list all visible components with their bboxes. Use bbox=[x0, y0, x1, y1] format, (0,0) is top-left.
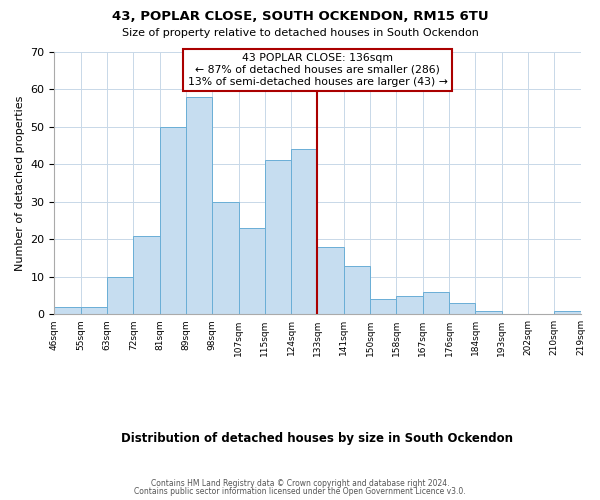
Text: Contains HM Land Registry data © Crown copyright and database right 2024.: Contains HM Land Registry data © Crown c… bbox=[151, 478, 449, 488]
Bar bbox=[422, 292, 449, 314]
Text: Contains public sector information licensed under the Open Government Licence v3: Contains public sector information licen… bbox=[134, 487, 466, 496]
Bar bbox=[317, 247, 344, 314]
Bar bbox=[107, 277, 133, 314]
Bar bbox=[81, 307, 107, 314]
Bar bbox=[344, 266, 370, 314]
Bar bbox=[554, 310, 581, 314]
Text: 43 POPLAR CLOSE: 136sqm
← 87% of detached houses are smaller (286)
13% of semi-d: 43 POPLAR CLOSE: 136sqm ← 87% of detache… bbox=[188, 54, 448, 86]
Bar bbox=[212, 202, 239, 314]
X-axis label: Distribution of detached houses by size in South Ockendon: Distribution of detached houses by size … bbox=[121, 432, 514, 445]
Bar bbox=[133, 236, 160, 314]
Bar bbox=[291, 149, 317, 314]
Bar bbox=[265, 160, 291, 314]
Bar bbox=[239, 228, 265, 314]
Text: Size of property relative to detached houses in South Ockendon: Size of property relative to detached ho… bbox=[122, 28, 478, 38]
Text: 43, POPLAR CLOSE, SOUTH OCKENDON, RM15 6TU: 43, POPLAR CLOSE, SOUTH OCKENDON, RM15 6… bbox=[112, 10, 488, 23]
Bar bbox=[160, 126, 186, 314]
Bar bbox=[55, 307, 81, 314]
Bar bbox=[186, 96, 212, 314]
Bar bbox=[370, 300, 397, 314]
Bar bbox=[449, 303, 475, 314]
Bar bbox=[397, 296, 422, 314]
Y-axis label: Number of detached properties: Number of detached properties bbox=[15, 95, 25, 270]
Bar bbox=[475, 310, 502, 314]
